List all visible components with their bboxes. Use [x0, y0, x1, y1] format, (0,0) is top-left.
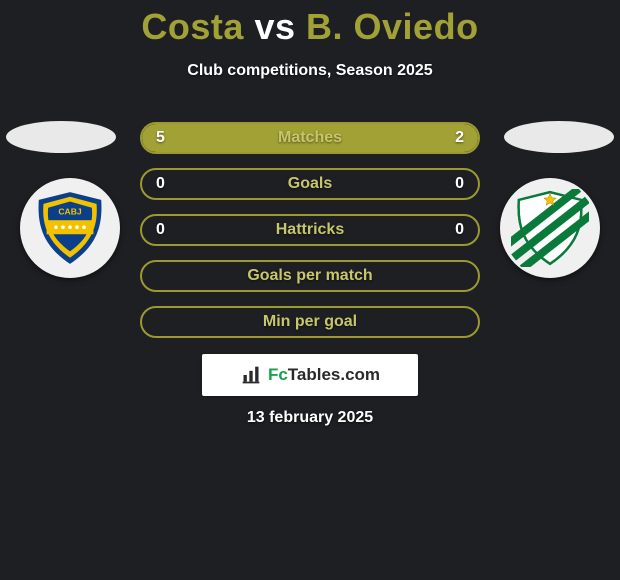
stat-label: Matches	[142, 129, 478, 147]
stat-row: Goals per match	[140, 260, 480, 292]
badge-left-text: CABJ	[58, 207, 82, 217]
comparison-card: Costa vs B. Oviedo Club competitions, Se…	[0, 0, 620, 580]
stat-row: 52Matches	[140, 122, 480, 154]
title-vs: vs	[254, 6, 295, 47]
stat-label: Goals per match	[142, 267, 478, 285]
player-1-name: Costa	[141, 6, 244, 47]
badge-ring: CABJ	[20, 178, 120, 278]
player-1-marker	[6, 121, 116, 153]
player-2-club-badge	[500, 178, 600, 278]
stat-rows: 52Matches 00Goals 00Hattricks Goals per mat…	[140, 122, 480, 352]
boca-juniors-crest-icon: CABJ	[31, 189, 109, 267]
date: 13 february 2025	[247, 409, 373, 427]
stat-row: 00Hattricks	[140, 214, 480, 246]
fctables-logo: FcTables.com	[202, 354, 418, 396]
stat-row: 00Goals	[140, 168, 480, 200]
badge-ring	[500, 178, 600, 278]
subtitle: Club competitions, Season 2025	[187, 62, 432, 80]
logo-text: FcTables.com	[268, 365, 380, 385]
stat-label: Hattricks	[142, 221, 478, 239]
stat-label: Goals	[142, 175, 478, 193]
logo-text-suffix: Tables.com	[288, 365, 380, 384]
bar-chart-icon	[240, 365, 262, 385]
player-1-club-badge: CABJ	[20, 178, 120, 278]
title: Costa vs B. Oviedo	[141, 6, 478, 48]
stat-label: Min per goal	[142, 313, 478, 331]
player-2-name: B. Oviedo	[306, 6, 479, 47]
logo-text-prefix: Fc	[268, 365, 288, 384]
banfield-crest-icon	[511, 189, 589, 267]
stat-row: Min per goal	[140, 306, 480, 338]
player-2-marker	[504, 121, 614, 153]
